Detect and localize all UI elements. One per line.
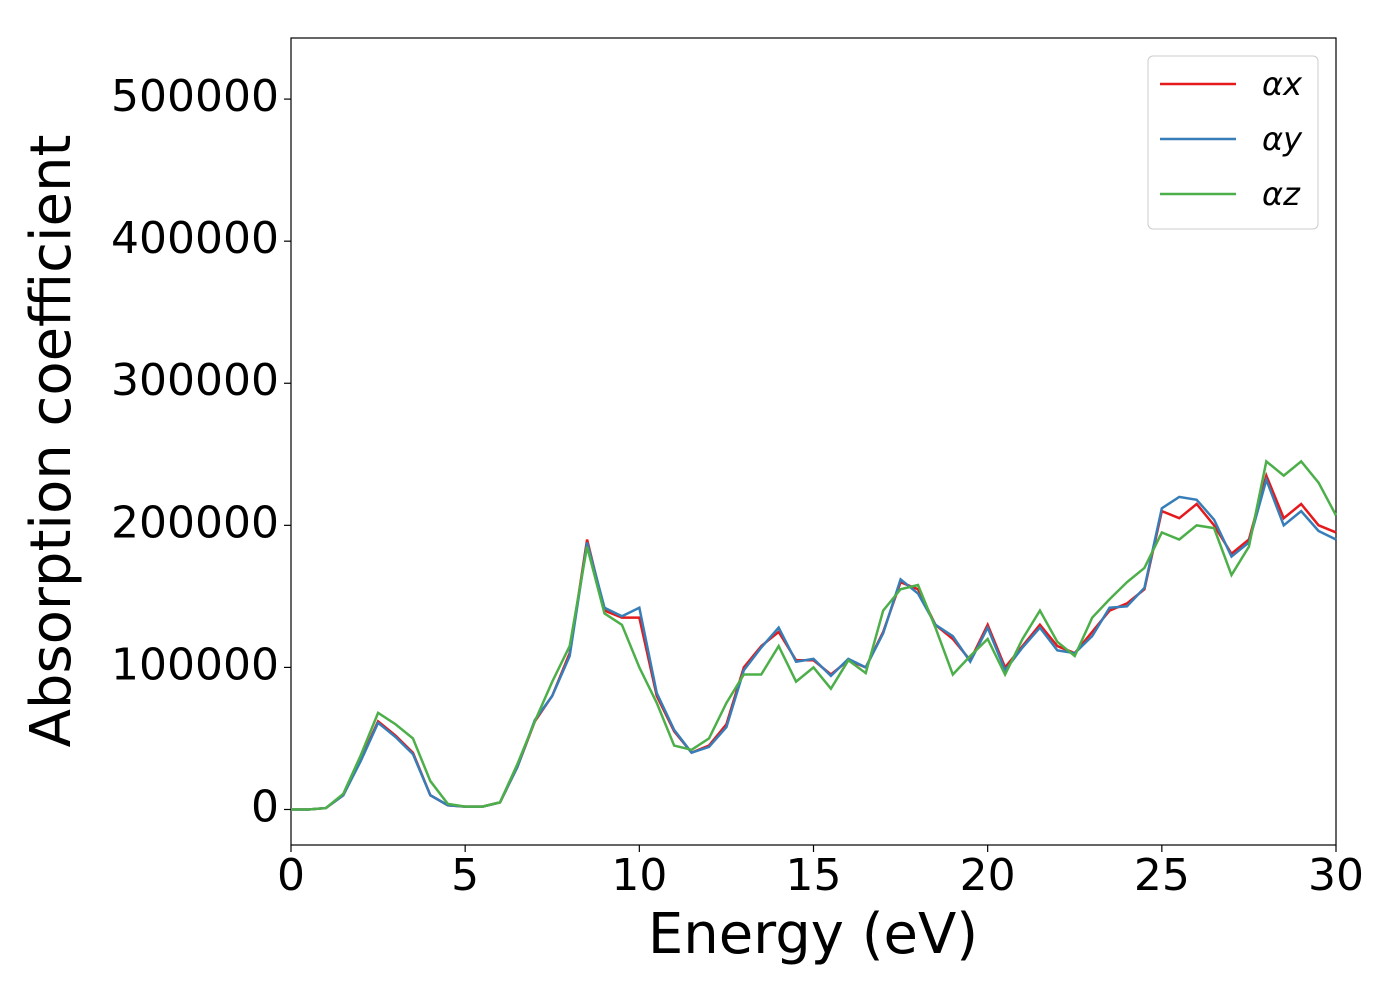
- legend-label: αy: [1262, 120, 1303, 158]
- y-tick-label: 200000: [111, 497, 279, 548]
- y-tick-label: 100000: [111, 639, 279, 690]
- y-tick-label: 300000: [111, 355, 279, 406]
- y-tick-label: 500000: [111, 71, 279, 122]
- x-tick-label: 15: [786, 850, 842, 901]
- x-tick-label: 30: [1308, 850, 1364, 901]
- legend-box: [1147, 55, 1319, 230]
- series-line: [291, 471, 1337, 811]
- legend-label: αz: [1262, 175, 1301, 213]
- x-tick-label: 20: [960, 850, 1016, 901]
- x-tick-label: 5: [451, 850, 479, 901]
- legend-label: αx: [1262, 65, 1303, 103]
- y-tick-label: 400000: [111, 213, 279, 264]
- x-axis-label: Energy (eV): [648, 902, 978, 967]
- x-tick-label: 0: [277, 850, 305, 901]
- y-tick-label: 0: [251, 781, 279, 832]
- x-tick-label: 25: [1134, 850, 1190, 901]
- x-tick-label: 10: [611, 850, 667, 901]
- series-line: [291, 459, 1338, 811]
- series-line: [291, 475, 1337, 811]
- y-axis-label: Absorption coefficient: [19, 135, 84, 748]
